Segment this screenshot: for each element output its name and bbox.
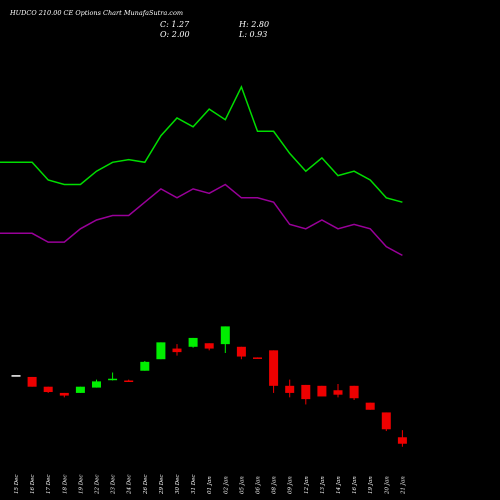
candle-20-jan [381, 412, 391, 432]
candle-body [59, 392, 69, 396]
candle-body [27, 376, 37, 387]
chart-title: HUDCO 210.00 CE Options Chart MunafaSutr… [10, 9, 184, 17]
candle-16-dec [27, 376, 37, 387]
x-tick-label: 01 Jan [207, 476, 213, 494]
x-tick-label: 22 Dec [95, 475, 101, 496]
candle-18-dec [59, 392, 69, 398]
x-tick-label: 31 Dec [191, 475, 197, 495]
candle-24-dec [124, 379, 134, 382]
candle-12-jan [301, 384, 311, 405]
candle-19-jan [365, 402, 375, 410]
candle-14-jan [333, 384, 343, 398]
candles [11, 326, 407, 447]
lower-band-line [0, 183, 403, 257]
x-tick-label: 14 Jan [336, 476, 342, 494]
candle-body [124, 380, 134, 382]
candle-body [285, 385, 295, 393]
candle-body [397, 437, 407, 444]
candle-02-jan [220, 326, 230, 353]
x-tick-label: 15 Dec [14, 475, 20, 495]
candle-13-jan [317, 385, 327, 397]
candle-08-jan [269, 350, 279, 393]
x-tick-label: 30 Dec [175, 475, 181, 495]
x-axis-labels: 15 Dec 16 Dec 17 Dec 18 Dec 19 Dec 22 Dec 23 D… [14, 475, 406, 496]
x-tick-label: 13 Jan [320, 476, 326, 494]
x-tick-label: 06 Jan [256, 476, 262, 494]
candle-body [253, 357, 262, 359]
candle-body [108, 378, 118, 381]
candle-body [317, 385, 327, 397]
candle-body [365, 402, 375, 410]
candle-23-dec [108, 372, 118, 381]
band-lines [0, 84, 403, 257]
candle-06-jan [253, 357, 262, 359]
candle-body [75, 386, 85, 393]
x-tick-label: 29 Dec [159, 475, 165, 496]
x-tick-label: 23 Dec [111, 475, 117, 496]
candle-body [156, 342, 166, 360]
candle-21-jan [397, 430, 407, 447]
x-tick-label: 19 Jan [368, 476, 374, 494]
candle-body [140, 361, 150, 371]
x-tick-label: 16 Dec [30, 475, 36, 495]
candle-body [11, 375, 21, 377]
upper-band-line [0, 84, 403, 203]
candle-22-dec [92, 379, 101, 388]
x-tick-label: 17 Dec [46, 475, 52, 495]
open-value: O: 2.00 [160, 30, 190, 39]
close-value: C: 1.27 [160, 20, 190, 29]
candle-body [349, 385, 359, 399]
x-tick-label: 20 Jan [384, 476, 390, 495]
candle-body [333, 390, 343, 395]
x-tick-label: 09 Jan [288, 476, 294, 494]
high-value: H: 2.80 [239, 20, 270, 29]
candle-body [43, 386, 53, 393]
x-tick-label: 18 Dec [62, 475, 68, 495]
candle-26-dec [140, 360, 150, 371]
candle-09-jan [285, 379, 295, 398]
x-tick-label: 21 Jan [400, 476, 406, 495]
candle-17-dec [43, 386, 53, 393]
candle-body [92, 381, 101, 388]
low-value: L: 0.93 [239, 30, 268, 39]
candle-31-dec [188, 337, 198, 348]
x-tick-label: 26 Dec [143, 475, 149, 496]
x-tick-label: 24 Dec [127, 475, 133, 496]
candle-15-dec [11, 375, 21, 377]
x-tick-label: 02 Jan [223, 476, 229, 494]
x-tick-label: 19 Dec [78, 475, 84, 495]
candle-16-jan [349, 385, 359, 401]
candle-05-jan [236, 346, 246, 360]
candle-body [188, 337, 198, 347]
candle-body [172, 348, 182, 353]
candle-body [204, 343, 214, 349]
candle-body [269, 350, 279, 386]
candle-body [301, 384, 311, 400]
x-tick-label: 12 Jan [304, 476, 310, 494]
x-tick-label: 16 Jan [352, 476, 358, 494]
candle-30-dec [172, 344, 182, 356]
candle-body [236, 346, 246, 357]
candle-01-jan [204, 343, 214, 351]
x-tick-label: 08 Jan [272, 476, 278, 494]
candle-19-dec [75, 386, 85, 393]
candle-body [220, 326, 230, 345]
candle-body [381, 412, 391, 430]
candle-29-dec [156, 342, 166, 360]
x-tick-label: 05 Jan [239, 476, 245, 494]
